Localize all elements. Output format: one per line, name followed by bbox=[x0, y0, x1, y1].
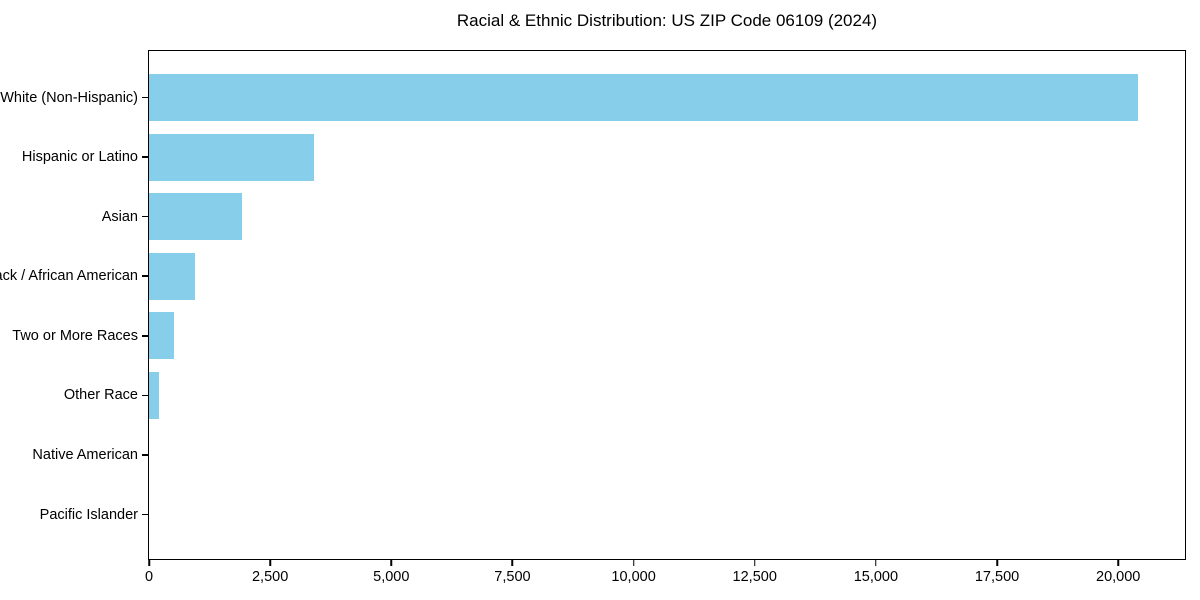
x-tick-mark bbox=[269, 559, 271, 566]
y-tick-mark bbox=[142, 394, 149, 397]
x-tick-mark bbox=[390, 559, 393, 566]
x-tick-mark bbox=[511, 559, 514, 566]
bar bbox=[149, 312, 174, 360]
y-tick-label: Hispanic or Latino bbox=[21, 149, 138, 166]
y-tick-mark bbox=[142, 454, 149, 456]
bar bbox=[149, 193, 243, 241]
bar bbox=[149, 74, 1138, 121]
y-tick-label: Black / African American bbox=[0, 268, 138, 285]
plot-area: White (Non-Hispanic) Hispanic or Latino As… bbox=[0, 50, 1186, 585]
x-tick-label: 2,500 bbox=[251, 569, 289, 585]
bar bbox=[149, 133, 314, 181]
y-tick-mark bbox=[142, 335, 149, 337]
chart-title: Racial & Ethnic Distribution: US ZIP Cod… bbox=[456, 11, 878, 30]
y-tick-label: Native American bbox=[32, 446, 138, 463]
y-tick-label: Two or More Races bbox=[12, 327, 138, 344]
x-tick-label: 5,000 bbox=[373, 569, 410, 585]
y-tick-label: White (Non-Hispanic) bbox=[0, 89, 138, 106]
x-tick-label: 17,500 bbox=[974, 569, 1020, 585]
x-tick-mark bbox=[996, 559, 998, 566]
x-tick-mark bbox=[753, 559, 756, 566]
x-tick-mark bbox=[875, 559, 877, 566]
x-tick-mark bbox=[148, 559, 150, 566]
x-tick-label: 20,000 bbox=[1096, 569, 1141, 585]
y-tick-mark bbox=[142, 156, 149, 158]
x-tick-mark bbox=[1117, 559, 1119, 566]
x-tick-label: 10,000 bbox=[611, 569, 656, 585]
x-tick-label: 7,500 bbox=[494, 569, 531, 585]
y-tick-mark bbox=[142, 96, 149, 99]
y-tick-mark bbox=[142, 215, 149, 218]
x-tick-label: 0 bbox=[144, 569, 154, 585]
y-tick-mark bbox=[142, 513, 149, 516]
y-tick-label: Asian bbox=[101, 208, 138, 225]
bar bbox=[149, 252, 195, 300]
x-tick-label: 12,500 bbox=[732, 569, 777, 585]
x-tick-label: 15,000 bbox=[853, 569, 899, 585]
x-tick-mark bbox=[632, 559, 635, 566]
y-tick-label: Other Race bbox=[63, 387, 138, 404]
y-tick-mark bbox=[142, 275, 149, 277]
y-tick-label: Pacific Islander bbox=[39, 506, 138, 523]
bar bbox=[149, 371, 159, 419]
